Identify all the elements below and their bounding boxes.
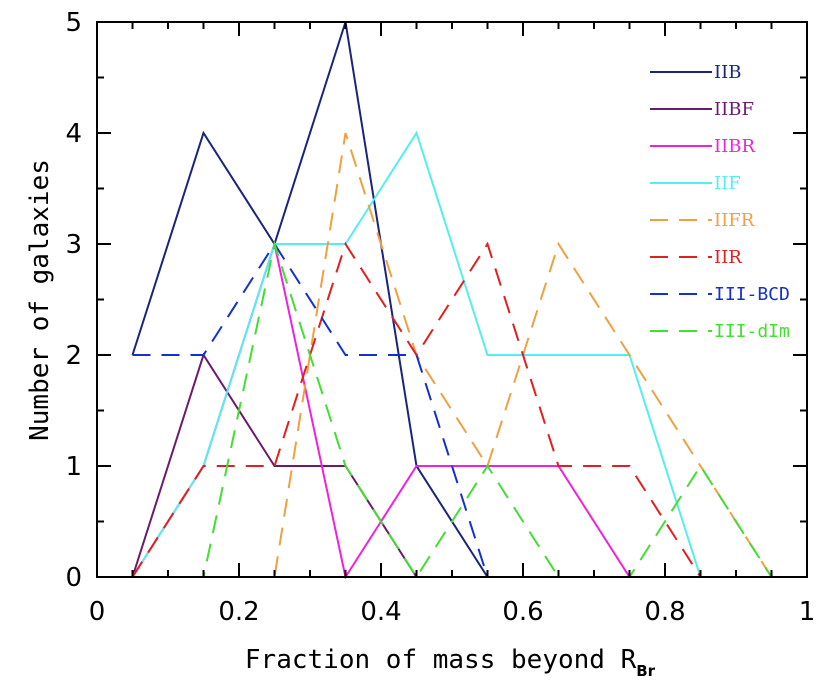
legend-label-iii-bcd: III-BCD <box>714 284 790 305</box>
y-tick-label: 3 <box>65 230 82 260</box>
series-line-iif <box>131 130 772 578</box>
legend-label-iifr: IIFR <box>714 210 755 231</box>
legend: IIB IIBF IIBR IIF IIFR IIR III-BCD III-dIm <box>650 62 790 342</box>
y-tick-label: 1 <box>65 452 82 482</box>
x-tick-label: 1 <box>799 597 816 627</box>
y-tick-label: 4 <box>65 119 82 149</box>
y-axis-label: Number of galaxies <box>25 159 55 441</box>
ticks-layer <box>96 21 808 578</box>
x-axis-label: Fraction of mass beyond RBr <box>245 645 656 680</box>
series-line-iifr <box>132 132 773 578</box>
legend-label-iii-dim: III-dIm <box>714 321 790 342</box>
legend-label-iibf: IIBF <box>714 99 754 120</box>
legend-label-iibr: IIBR <box>714 136 755 157</box>
y-tick-label: 2 <box>65 341 82 371</box>
series-line-iib <box>131 21 772 578</box>
x-tick-label: 0 <box>89 597 106 627</box>
x-tick-label: 0.2 <box>218 597 259 627</box>
x-axis-label-main: Fraction of mass beyond R <box>245 645 637 675</box>
plot-frame <box>96 21 808 578</box>
legend-label-iir: IIR <box>714 247 742 268</box>
series-line-iir <box>131 241 772 578</box>
x-axis-label-subscript: Br <box>636 662 655 680</box>
x-tick-label: 0.4 <box>360 597 401 627</box>
y-tick-label: 0 <box>65 563 82 593</box>
series-layer <box>131 21 773 580</box>
tick-labels-layer: 0 0.2 0.4 0.6 0.8 1 0 1 2 3 4 5 <box>65 8 815 627</box>
legend-label-iif: IIF <box>714 173 741 194</box>
x-tick-label: 0.6 <box>502 597 543 627</box>
series-line-iii-dim <box>132 240 773 579</box>
series-line-iii-bcd <box>132 242 772 578</box>
series-line-iibr <box>131 240 772 580</box>
legend-label-iib: IIB <box>714 62 741 83</box>
y-tick-label: 5 <box>65 8 82 38</box>
x-tick-label: 0.8 <box>644 597 685 627</box>
